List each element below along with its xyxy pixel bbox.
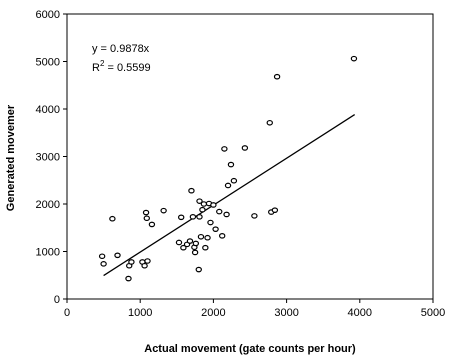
x-tick-label: 4000 bbox=[348, 307, 372, 319]
r-squared-superscript: 2 bbox=[100, 59, 105, 68]
axes bbox=[63, 13, 434, 303]
trendline bbox=[103, 114, 356, 277]
r-squared-prefix: R bbox=[92, 62, 100, 74]
data-point bbox=[207, 219, 214, 226]
x-tick-label: 3000 bbox=[274, 307, 298, 319]
data-point bbox=[216, 208, 223, 215]
data-point bbox=[141, 262, 148, 269]
x-tick-label: 0 bbox=[64, 307, 70, 319]
plot-frame bbox=[66, 13, 434, 300]
data-point bbox=[196, 198, 203, 204]
data-point bbox=[175, 239, 183, 246]
data-point bbox=[143, 215, 150, 222]
x-tick-label: 1000 bbox=[128, 307, 152, 319]
x-tick-label: 2000 bbox=[201, 307, 225, 319]
data-point bbox=[230, 177, 238, 184]
data-point bbox=[144, 258, 151, 264]
data-point bbox=[197, 233, 205, 240]
y-tick-label: 4000 bbox=[36, 104, 60, 116]
data-point bbox=[195, 266, 202, 273]
data-point bbox=[196, 214, 203, 220]
data-point bbox=[271, 207, 279, 213]
data-points bbox=[98, 55, 358, 282]
r-squared-value: = 0.5599 bbox=[104, 62, 150, 74]
data-point bbox=[200, 201, 208, 207]
data-point bbox=[98, 253, 106, 260]
data-point bbox=[212, 226, 219, 232]
data-point bbox=[241, 145, 249, 151]
data-point bbox=[100, 261, 107, 267]
data-point bbox=[223, 211, 230, 218]
r-squared-label: R2 = 0.5599 bbox=[92, 59, 151, 74]
x-axis-title: Actual movement (gate counts per hour) bbox=[144, 343, 356, 355]
data-point bbox=[109, 215, 116, 222]
data-point bbox=[142, 209, 150, 216]
data-point bbox=[180, 244, 187, 251]
y-tick-label: 2000 bbox=[36, 199, 60, 211]
data-point bbox=[160, 207, 167, 214]
data-point bbox=[224, 182, 232, 189]
data-point bbox=[350, 55, 358, 62]
y-tick-label: 5000 bbox=[36, 57, 60, 69]
data-point bbox=[273, 73, 281, 80]
data-point bbox=[191, 249, 199, 256]
data-point bbox=[227, 161, 235, 168]
data-point bbox=[128, 259, 135, 265]
data-point bbox=[210, 202, 217, 208]
data-point bbox=[202, 244, 209, 251]
y-tick-label: 1000 bbox=[36, 247, 60, 259]
data-point bbox=[186, 238, 194, 244]
data-point bbox=[192, 240, 200, 247]
data-point bbox=[177, 214, 185, 221]
data-point bbox=[189, 214, 197, 220]
y-axis-title: Generated movemer bbox=[5, 104, 17, 211]
axis-labels: 0 1000 2000 3000 4000 5000 0 1000 2000 3000 4000 50… bbox=[36, 9, 446, 319]
data-point bbox=[221, 146, 228, 152]
y-tick-label: 3000 bbox=[36, 152, 60, 164]
equation-label: y = 0.9878x bbox=[92, 43, 150, 55]
data-point bbox=[251, 213, 258, 219]
x-tick-label: 5000 bbox=[421, 307, 445, 319]
data-point bbox=[148, 221, 156, 228]
y-tick-label: 6000 bbox=[36, 9, 60, 21]
data-point bbox=[199, 206, 206, 213]
data-point bbox=[218, 233, 226, 239]
data-point bbox=[266, 119, 273, 126]
data-point bbox=[188, 187, 195, 194]
data-point bbox=[114, 252, 121, 259]
data-point bbox=[125, 275, 132, 282]
y-tick-label: 0 bbox=[54, 294, 60, 306]
data-point bbox=[204, 234, 211, 241]
trendline-group bbox=[103, 114, 356, 277]
